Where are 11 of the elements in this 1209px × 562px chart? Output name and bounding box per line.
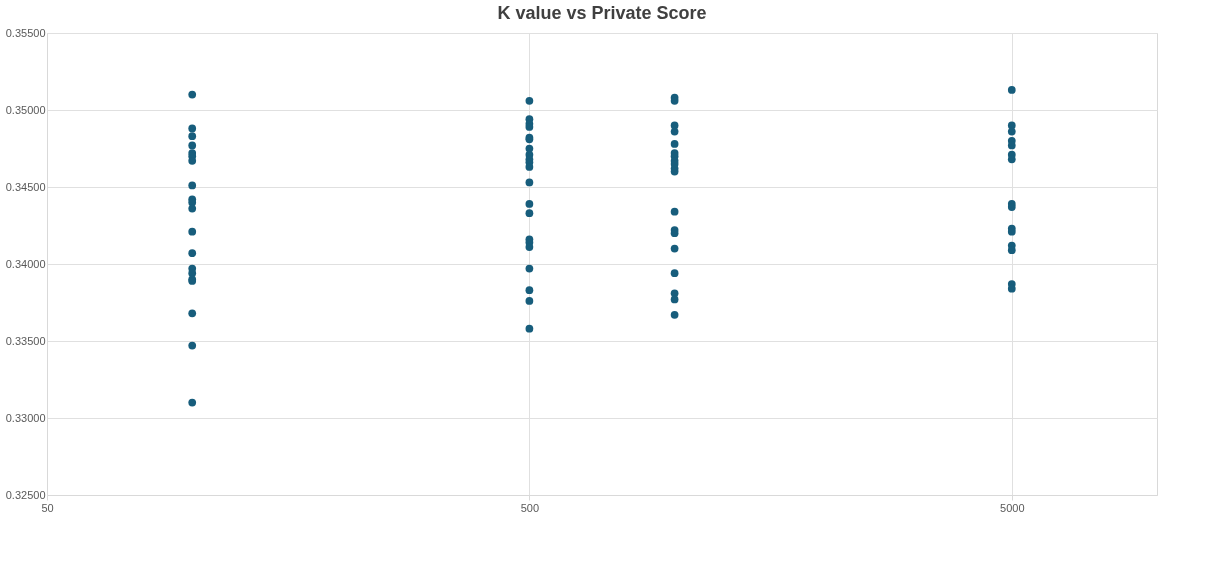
x-tick-label: 50	[41, 501, 54, 514]
y-tick-label: 0.34500	[5, 180, 46, 193]
y-tick-label: 0.34000	[5, 257, 46, 270]
y-tick-label: 0.35000	[5, 103, 46, 116]
y-tick-label: 0.33500	[5, 334, 46, 347]
y-tick-label: 0.32500	[5, 488, 46, 501]
x-tick-label: 5000	[1000, 501, 1025, 514]
x-tick-label: 500	[520, 501, 540, 514]
y-tick-label: 0.35500	[5, 26, 46, 39]
chart-title: K value vs Private Score	[497, 3, 707, 23]
y-tick-label: 0.33000	[5, 411, 46, 424]
